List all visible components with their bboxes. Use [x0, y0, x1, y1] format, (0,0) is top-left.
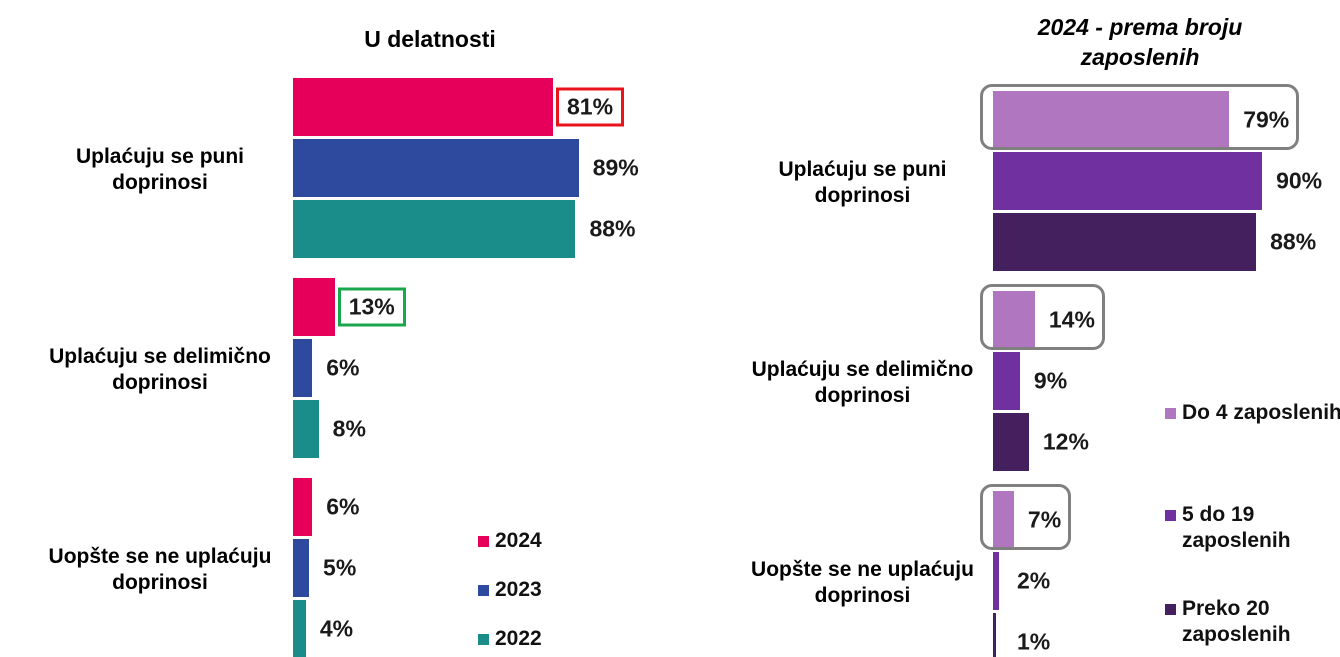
value-label: 1%	[1017, 628, 1051, 655]
bar	[993, 291, 1035, 349]
category-label: Uplaćuju se delimično doprinosi	[751, 357, 974, 407]
bar	[993, 413, 1029, 471]
value-label: 88%	[1270, 228, 1317, 255]
legend-swatch	[478, 585, 489, 596]
legend-swatch	[478, 536, 489, 547]
chart-title: U delatnosti	[364, 26, 496, 52]
category-label: Uopšte se ne uplaćuju doprinosi	[48, 544, 272, 594]
value-label: 89%	[592, 154, 639, 181]
bar	[993, 352, 1020, 410]
bar	[993, 152, 1263, 210]
value-label: 12%	[1042, 428, 1089, 455]
value-label: 88%	[589, 215, 636, 242]
legend-swatch	[478, 634, 489, 645]
bar	[993, 613, 996, 657]
value-label: 13%	[337, 287, 406, 327]
value-label: 9%	[1033, 367, 1068, 394]
bar	[293, 400, 319, 458]
category-label: Uplaćuju se puni doprinosi	[75, 144, 245, 194]
value-label: 6%	[326, 354, 360, 381]
bar	[993, 213, 1257, 271]
bar	[293, 600, 306, 657]
bar	[293, 139, 579, 197]
bar	[993, 491, 1014, 549]
value-label: 2%	[1017, 567, 1051, 594]
bar	[293, 278, 335, 336]
chart-title: 2024 - prema broju zaposlenih	[1037, 14, 1243, 70]
bar	[293, 339, 313, 397]
bar	[293, 78, 553, 136]
legend-label: 2024	[495, 529, 542, 552]
legend-label: 2023	[495, 578, 542, 601]
bar	[293, 539, 310, 597]
bar	[293, 200, 576, 258]
value-label: 5%	[323, 554, 357, 581]
legend-swatch	[1165, 408, 1176, 419]
legend-swatch	[1165, 510, 1176, 521]
bar	[293, 478, 313, 536]
value-label: 81%	[556, 87, 625, 127]
category-label: Uplaćuju se puni doprinosi	[778, 157, 947, 207]
value-label: 7%	[1027, 506, 1062, 533]
legend-label: Do 4 zaposlenih	[1182, 401, 1340, 424]
highlight-box	[980, 484, 1072, 550]
bar	[993, 552, 999, 610]
value-label: 90%	[1276, 167, 1323, 194]
category-label: Uopšte se ne uplaćuju doprinosi	[751, 557, 974, 607]
legend-label: 2022	[495, 627, 542, 650]
highlight-box	[980, 84, 1300, 150]
category-label: Uplaćuju se delimično doprinosi	[49, 344, 271, 394]
value-label: 8%	[332, 415, 366, 442]
value-label: 6%	[326, 493, 360, 520]
value-label: 14%	[1048, 306, 1095, 333]
bar	[993, 91, 1230, 149]
highlight-box	[980, 284, 1105, 350]
legend-label: Preko 20 zaposlenih	[1182, 597, 1291, 646]
value-label: 4%	[319, 615, 354, 642]
value-label: 79%	[1243, 106, 1290, 133]
legend-label: 5 do 19 zaposlenih	[1182, 503, 1291, 552]
legend-swatch	[1165, 604, 1176, 615]
